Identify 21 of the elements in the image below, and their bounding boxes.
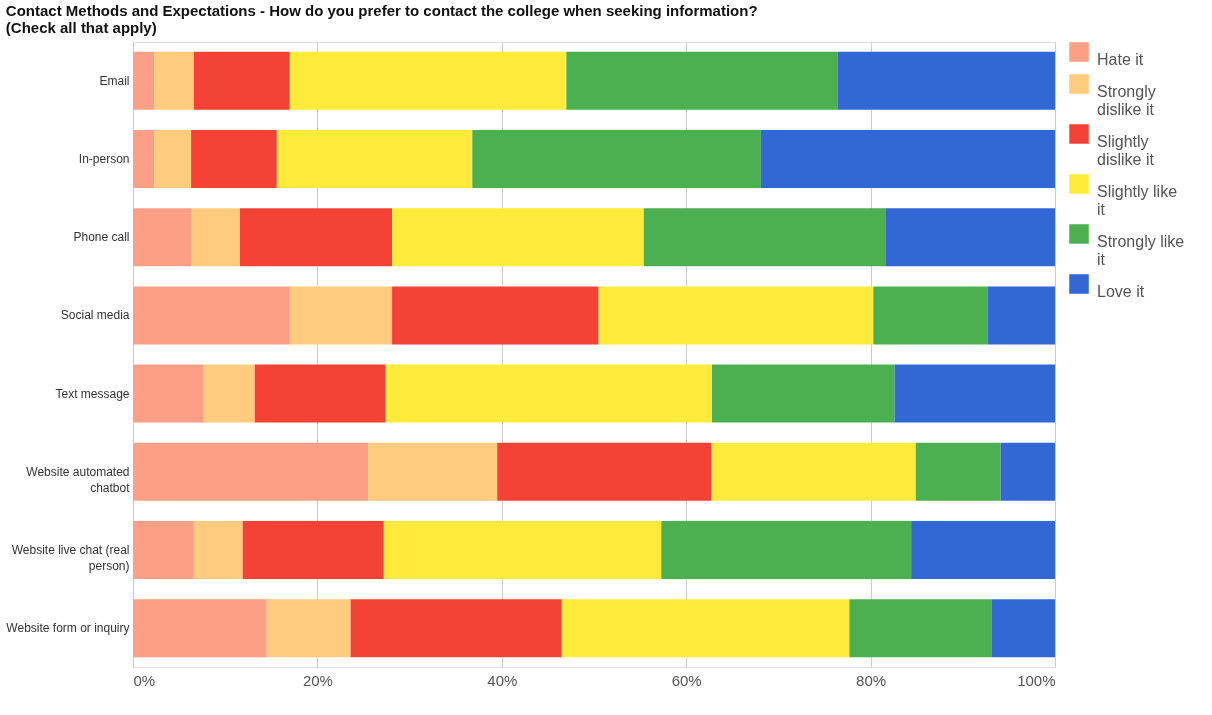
- x-tick-label: 100%: [1017, 671, 1056, 689]
- x-tick-label: 80%: [856, 671, 887, 689]
- y-tick-label: Website live chat (real person): [11, 543, 130, 574]
- x-tick-label: 40%: [487, 671, 518, 689]
- legend-label: Slightly like it: [1097, 183, 1178, 218]
- y-tick-label: Email: [99, 73, 130, 88]
- legend-label: Strongly dislike it: [1097, 83, 1156, 118]
- y-tick-label: Phone call: [73, 230, 130, 245]
- chart-title: Contact Methods and Expectations - How do you prefer to contact the college when seeking information? (Check all that apply): [5, 2, 758, 36]
- x-tick-label: 60%: [671, 671, 702, 689]
- y-tick-label: Website form or inquiry: [6, 621, 130, 636]
- x-tick-label: 20%: [302, 671, 333, 689]
- x-tick-label: 0%: [133, 671, 156, 689]
- legend-label: Slightly dislike it: [1097, 133, 1155, 168]
- y-tick-label: Text message: [55, 386, 130, 401]
- legend-label: Strongly like it: [1097, 233, 1185, 268]
- y-tick-label: Social media: [60, 308, 130, 323]
- legend-label: Love it: [1097, 283, 1145, 300]
- y-tick-label: In-person: [78, 151, 130, 166]
- legend-label: Hate it: [1097, 51, 1144, 68]
- y-tick-label: Website automated chatbot: [26, 464, 131, 495]
